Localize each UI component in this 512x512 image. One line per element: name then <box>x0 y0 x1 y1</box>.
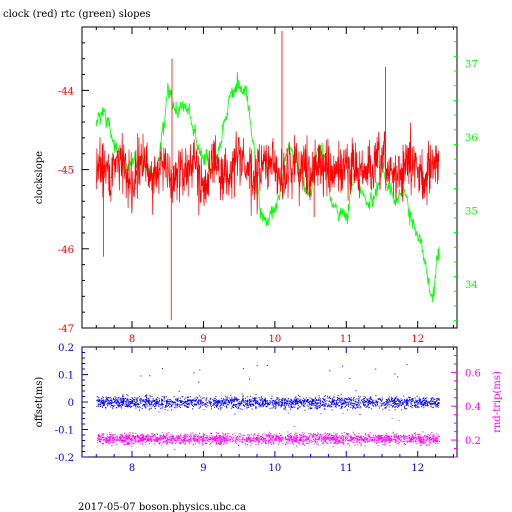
by-tick-label: -0.1 <box>55 426 74 437</box>
x-tick-label: 8 <box>129 334 135 345</box>
x-tick-label: 9 <box>200 334 206 345</box>
by-tick-label: 0.1 <box>58 371 74 382</box>
y-tick-label: -46 <box>58 245 74 256</box>
x-tick-label: 12 <box>411 334 424 345</box>
x-tick-label: 11 <box>340 334 353 345</box>
top-plot-frame <box>81 26 458 329</box>
y2-tick-label: 35 <box>465 207 478 218</box>
bx-tick-label: 8 <box>129 463 135 474</box>
by2-tick-label: 0.6 <box>465 368 481 379</box>
bx-tick-label: 9 <box>200 463 206 474</box>
y-tick-label: -45 <box>58 166 74 177</box>
y2-tick-label: 34 <box>465 280 478 291</box>
footer-text: 2017-05-07 boson.physics.ubc.ca <box>78 502 246 512</box>
by2-tick-label: 0.2 <box>465 436 481 447</box>
by2-tick-label: 0.4 <box>465 402 481 413</box>
chart-title: clock (red) rtc (green) slopes <box>3 9 151 20</box>
y2-tick-label: 37 <box>465 60 478 71</box>
offset-scatter-points <box>96 364 441 415</box>
bx-tick-label: 10 <box>268 463 281 474</box>
top-panel: 8 9 10 11 12 -44 -45 -46 -47 37 36 35 34 clockslope <box>34 26 478 345</box>
bottom-panel: 8 9 10 11 12 0.2 0.1 0 -0.1 -0.2 0.6 0.4 0.2 offset(m… <box>34 343 503 474</box>
y-tick-label: -47 <box>58 324 74 335</box>
bx-tick-label: 12 <box>411 463 424 474</box>
y2-tick-label: 36 <box>465 133 478 144</box>
x-tick-label: 10 <box>268 334 281 345</box>
clock-series-line <box>95 122 440 217</box>
bx-tick-label: 11 <box>340 463 353 474</box>
y-axis-label: clockslope <box>34 151 45 204</box>
y-tick-label: -44 <box>58 86 74 97</box>
rndtrip-axis-label: rnd-trip(ms) <box>492 371 503 433</box>
by-tick-label: -0.2 <box>55 453 74 464</box>
by-tick-label: 0.2 <box>58 343 74 354</box>
offset-axis-label: offset(ms) <box>34 377 45 428</box>
by-tick-label: 0 <box>68 398 74 409</box>
rndtrip-scatter-points <box>96 407 441 451</box>
